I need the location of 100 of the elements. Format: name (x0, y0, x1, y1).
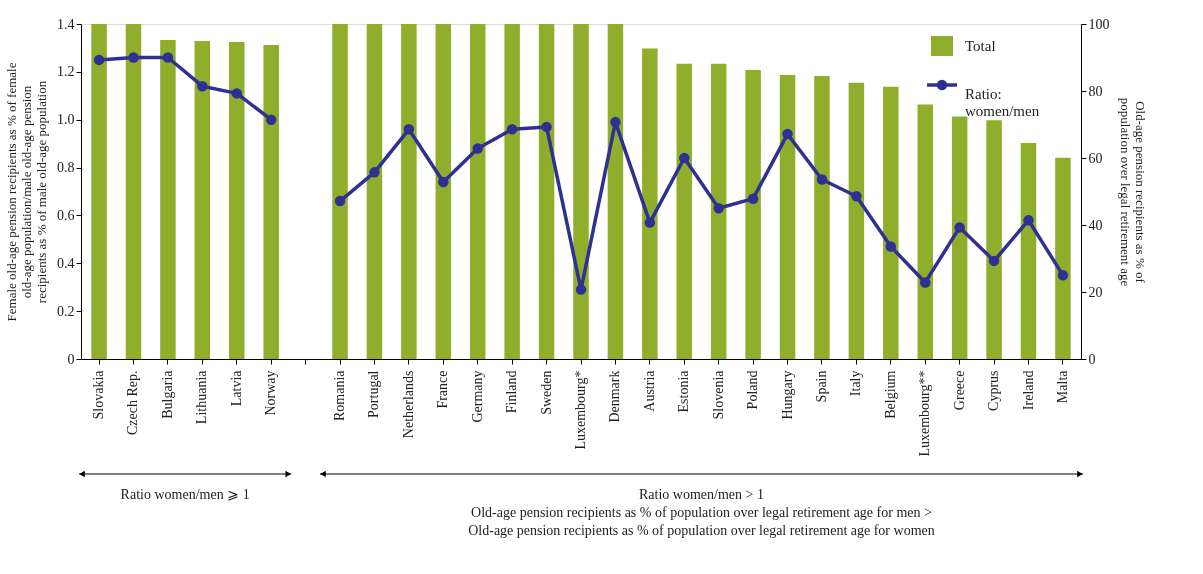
point (988, 255, 1000, 267)
y-tick-label: 1.0 (57, 112, 75, 128)
x-tick-label: Lithuania (194, 369, 210, 425)
y-tick-label: 0.8 (57, 160, 75, 176)
x-tick-label: Sweden (538, 370, 554, 415)
x-tick-label: Hungary (779, 370, 795, 420)
text: Old-age pension recipients as % of population over legal retirement age for women (468, 523, 935, 538)
bar (986, 120, 1002, 359)
point (369, 167, 380, 178)
bar (1055, 157, 1071, 359)
point (575, 284, 587, 295)
bar (814, 75, 830, 359)
x-tick-label: Spain (813, 370, 829, 403)
point (679, 152, 690, 164)
y-tick-label: 0 (67, 351, 75, 367)
legend-label: Total (965, 38, 996, 54)
x-tick-label: Norway (263, 370, 279, 416)
x-tick-label: Luxembourg* (573, 370, 588, 450)
point (231, 88, 243, 99)
x-tick-label: Austria (641, 369, 657, 412)
point (334, 195, 346, 207)
y-axis-title: Female old-age pension recipients as % of female old-age population/male old-age pension recipients as % of male old-age population (4, 62, 49, 322)
point (265, 114, 277, 125)
bar (469, 24, 486, 359)
point (885, 241, 897, 252)
x-tick-label: France (435, 370, 451, 409)
point (782, 128, 793, 140)
x-tick-label: Bulgaria (159, 369, 175, 419)
x-tick-label: Latvia (228, 369, 244, 407)
y2-tick-label: 0 (1088, 351, 1096, 367)
x-tick-label: Germany (469, 370, 485, 423)
point (644, 217, 656, 228)
point (541, 121, 552, 133)
y2-tick-label: 60 (1088, 150, 1103, 166)
bar (125, 24, 142, 359)
point (438, 176, 449, 188)
x-tick-label: Poland (745, 370, 761, 410)
point (162, 52, 174, 63)
y-tick-label: 0.2 (57, 303, 75, 319)
text: Old-age pension recipients as % of population over legal retirement age for men > (471, 505, 932, 520)
bar (642, 48, 658, 359)
x-tick-label: Portugal (366, 370, 382, 418)
x-tick-label: Czech Rep. (125, 370, 141, 436)
y2-tick-label: 20 (1088, 284, 1103, 300)
point (919, 277, 931, 288)
bar (263, 45, 279, 359)
y-tick-label: 1.2 (57, 64, 75, 80)
x-tick-label: Estonia (676, 369, 692, 413)
x-tick-label: Luxembourg** (917, 370, 933, 457)
bar (538, 24, 555, 359)
y2-tick-label: 40 (1088, 217, 1103, 233)
bar (710, 63, 727, 359)
point (747, 193, 759, 204)
bar (435, 24, 452, 359)
y-tick-label: 1.4 (57, 16, 75, 32)
point (472, 143, 483, 154)
point (610, 116, 621, 128)
x-tick-label: Belgium (882, 370, 898, 419)
legend-label: Ratio: women/men (965, 85, 1040, 119)
bar (676, 63, 693, 359)
bar (848, 82, 865, 359)
x-tick-label: Denmark (607, 370, 623, 423)
bar (1020, 142, 1037, 359)
point (403, 124, 415, 135)
bar (160, 40, 176, 359)
bar (951, 116, 968, 359)
x-tick-label: Ireland (1020, 370, 1036, 411)
bar (229, 42, 245, 359)
bar (607, 24, 624, 359)
point (954, 222, 965, 233)
x-tick-label: Slovakia (91, 369, 107, 420)
point (128, 52, 139, 63)
text: Ratio women/men > 1 (639, 487, 764, 502)
x-tick-label: Slovenia (710, 369, 726, 420)
bar (366, 24, 383, 359)
point (1023, 214, 1034, 226)
text: Ratio women/men ⩾ 1 (120, 487, 250, 502)
y2-axis-title: Old-age pension recipients as % of population over legal retirement age (1117, 97, 1148, 287)
y-tick-label: 0.6 (57, 207, 75, 223)
point (197, 80, 208, 92)
y2-tick-label: 100 (1088, 16, 1110, 32)
y2-tick-label: 80 (1088, 83, 1103, 99)
bar (573, 24, 589, 359)
bar (883, 86, 899, 359)
bar (779, 74, 796, 359)
bar (332, 24, 348, 359)
point (1057, 270, 1069, 281)
x-tick-label: Cyprus (986, 370, 1002, 411)
x-tick-label: Italy (848, 370, 864, 397)
point (851, 191, 862, 202)
x-tick-label: Romania (332, 369, 348, 422)
bar (504, 24, 520, 359)
x-tick-label: Greece (951, 370, 967, 411)
bar (917, 104, 933, 359)
bar (91, 24, 107, 359)
bar (194, 41, 211, 359)
bar (401, 24, 417, 359)
x-tick-label: Malta (1054, 369, 1070, 404)
x-tick-label: Finland (504, 370, 520, 414)
x-tick-label: Netherlands (400, 370, 416, 439)
